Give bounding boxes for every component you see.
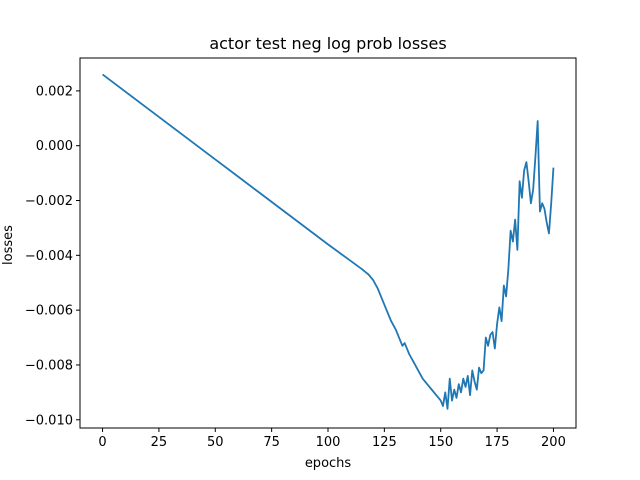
x-tick-label: 0 [98,435,106,450]
x-axis: 0 25 50 75 100 125 150 175 200 [98,428,566,450]
y-axis-label: losses [1,225,16,265]
series-layer [102,73,555,410]
x-tick-label: 125 [372,435,397,450]
x-tick-label: 25 [151,435,168,450]
y-axis: −0.010 −0.008 −0.006 −0.004 −0.002 0.000 0.002 [25,84,80,428]
y-tick-label: −0.002 [25,194,73,209]
x-axis-label: epochs [305,456,352,471]
x-tick-label: 175 [485,435,510,450]
x-tick-label: 75 [263,435,280,450]
series-line [102,73,555,410]
y-tick-label: 0.002 [36,84,73,99]
chart-title: actor test neg log prob losses [209,34,446,53]
y-tick-label: −0.006 [25,304,73,319]
y-tick-label: −0.008 [25,358,73,373]
y-tick-label: −0.004 [25,249,73,264]
x-tick-label: 100 [316,435,341,450]
x-tick-label: 50 [207,435,224,450]
y-tick-label: 0.000 [36,139,73,154]
y-tick-label: −0.010 [25,413,73,428]
x-tick-label: 150 [428,435,453,450]
x-tick-label: 200 [541,435,566,450]
